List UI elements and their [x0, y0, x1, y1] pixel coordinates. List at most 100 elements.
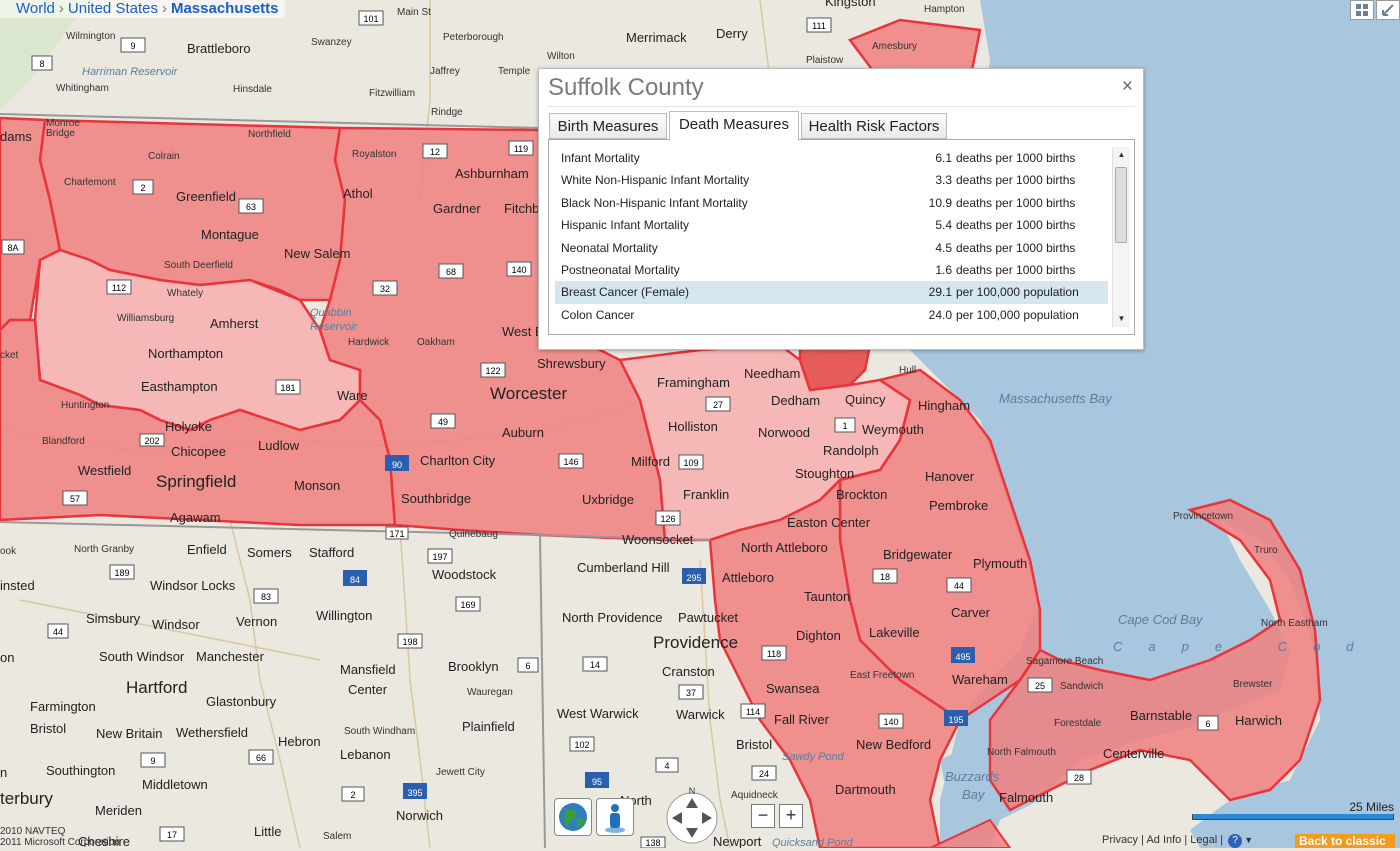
svg-text:Peterborough: Peterborough	[443, 32, 504, 43]
list-item[interactable]: Colon Cancer 24.0 per 100,000 population	[555, 304, 1108, 326]
svg-text:2: 2	[350, 790, 355, 800]
svg-text:Northfield: Northfield	[248, 129, 291, 140]
svg-text:9: 9	[130, 41, 135, 51]
county-barnstable[interactable]	[988, 498, 1322, 812]
svg-text:Harriman Reservoir: Harriman Reservoir	[82, 66, 179, 78]
svg-text:North Falmouth: North Falmouth	[987, 747, 1056, 758]
measure-unit: deaths per 1000 births	[956, 151, 1076, 165]
county-polygons[interactable]	[0, 18, 1322, 848]
scroll-up-icon[interactable]: ▲	[1117, 150, 1126, 159]
help-icon[interactable]: ?	[1228, 834, 1243, 848]
tab-death-measures[interactable]: Death Measures	[669, 111, 799, 141]
svg-text:Woonsocket: Woonsocket	[622, 532, 694, 547]
svg-text:Windsor: Windsor	[152, 617, 200, 632]
measure-unit: deaths per 1000 births	[956, 240, 1076, 255]
grid-icon	[1356, 4, 1368, 16]
list-item[interactable]: Postneonatal Mortality 1.6 deaths per 1000…	[555, 259, 1108, 281]
list-item[interactable]: Neonatal Mortality 4.5 deaths per 1000 bir…	[555, 237, 1108, 259]
svg-text:Chicopee: Chicopee	[171, 444, 226, 459]
list-item[interactable]: White Non-Hispanic Infant Mortality 3.3 de…	[555, 169, 1108, 191]
breadcrumb: World › United States › Massachusetts	[0, 0, 285, 18]
svg-text:2: 2	[140, 183, 145, 193]
svg-text:Centerville: Centerville	[1103, 746, 1164, 761]
svg-text:28: 28	[1074, 773, 1084, 783]
svg-text:Wilton: Wilton	[547, 51, 575, 62]
svg-text:Pembroke: Pembroke	[929, 498, 988, 513]
list-item[interactable]: Hispanic Infant Mortality 5.4 deaths per 1…	[555, 214, 1108, 236]
map-style-button[interactable]	[1350, 0, 1374, 20]
svg-text:Pawtucket: Pawtucket	[678, 610, 738, 625]
svg-text:Bay: Bay	[962, 787, 986, 802]
scrollbar-thumb[interactable]	[1115, 167, 1127, 243]
svg-text:Wethersfield: Wethersfield	[176, 725, 248, 740]
scroll-down-icon[interactable]: ▼	[1117, 314, 1126, 323]
svg-text:126: 126	[660, 514, 675, 524]
measure-value: 24.0	[928, 307, 952, 322]
svg-text:Reservoir: Reservoir	[310, 321, 358, 333]
svg-text:terbury: terbury	[0, 789, 53, 808]
measure-value: 10.9	[928, 195, 952, 210]
back-to-classic-button[interactable]: Back to classic	[1295, 834, 1395, 848]
svg-text:Providence: Providence	[653, 633, 738, 652]
svg-text:63: 63	[246, 202, 256, 212]
svg-text:Cape Cod: Cape Cod	[1113, 639, 1380, 654]
svg-text:Provincetown: Provincetown	[1173, 511, 1233, 522]
zoom-out-button[interactable]: −	[751, 804, 775, 828]
svg-text:Norwich: Norwich	[396, 808, 443, 823]
svg-text:Barnstable: Barnstable	[1130, 708, 1192, 723]
svg-text:Manchester: Manchester	[196, 649, 265, 664]
close-icon[interactable]: ×	[1121, 76, 1133, 97]
svg-text:Uxbridge: Uxbridge	[582, 492, 634, 507]
list-item[interactable]: Infant Mortality 6.1 deaths per 1000 birth…	[555, 147, 1108, 169]
ad-info-link[interactable]: Ad Info	[1146, 834, 1182, 846]
svg-text:4: 4	[664, 761, 669, 771]
svg-text:Dedham: Dedham	[771, 393, 820, 408]
legal-link[interactable]: Legal	[1190, 834, 1218, 846]
svg-text:Auburn: Auburn	[502, 425, 544, 440]
svg-text:Plymouth: Plymouth	[973, 556, 1027, 571]
svg-text:Bristol: Bristol	[736, 737, 772, 752]
fullscreen-button[interactable]	[1376, 0, 1400, 20]
county-dukes[interactable]	[929, 818, 1012, 848]
popup-title: Suffolk County	[548, 74, 704, 101]
svg-text:Glastonbury: Glastonbury	[206, 694, 277, 709]
help-dropdown-icon[interactable]: ▼	[1244, 835, 1254, 845]
svg-text:Warwick: Warwick	[676, 707, 725, 722]
measures-list[interactable]: Infant Mortality 6.1 deaths per 1000 birth…	[548, 139, 1135, 335]
svg-text:395: 395	[407, 788, 422, 798]
svg-text:Temple: Temple	[498, 66, 531, 77]
tab-health-risk-factors[interactable]: Health Risk Factors	[801, 113, 947, 139]
svg-text:Farmington: Farmington	[30, 699, 96, 714]
svg-text:on: on	[0, 650, 14, 665]
svg-text:Sagamore Beach: Sagamore Beach	[1026, 656, 1103, 667]
list-item-selected[interactable]: Breast Cancer (Female) 29.1 per 100,000 po…	[555, 281, 1108, 304]
svg-text:Massachusetts Bay: Massachusetts Bay	[999, 391, 1113, 406]
svg-text:Buzzards: Buzzards	[945, 769, 1000, 784]
svg-text:Hampton: Hampton	[924, 4, 965, 15]
svg-text:111: 111	[812, 21, 826, 31]
breadcrumb-united-states[interactable]: United States	[67, 0, 158, 17]
tab-birth-measures[interactable]: Birth Measures	[549, 113, 667, 139]
streetside-button[interactable]	[596, 798, 634, 836]
list-scrollbar[interactable]: ▲ ▼	[1112, 147, 1130, 327]
svg-text:New Britain: New Britain	[96, 726, 162, 741]
svg-text:Williamsburg: Williamsburg	[117, 313, 174, 324]
svg-text:Forestdale: Forestdale	[1054, 718, 1102, 729]
aerial-view-button[interactable]	[554, 798, 592, 836]
zoom-in-button[interactable]: +	[779, 804, 803, 828]
county-hampden[interactable]	[0, 318, 397, 527]
streetside-person-icon	[605, 804, 625, 833]
svg-text:Montague: Montague	[201, 227, 259, 242]
breadcrumb-world[interactable]: World	[16, 0, 55, 17]
svg-text:27: 27	[713, 400, 723, 410]
measure-label: Hispanic Infant Mortality	[561, 218, 690, 233]
breadcrumb-current: Massachusetts	[170, 0, 279, 17]
svg-text:Randolph: Randolph	[823, 443, 879, 458]
svg-text:Hingham: Hingham	[918, 398, 970, 413]
svg-text:Vernon: Vernon	[236, 614, 277, 629]
list-item[interactable]: Black Non-Hispanic Infant Mortality 10.9 d…	[555, 192, 1108, 214]
svg-text:122: 122	[485, 366, 500, 376]
privacy-link[interactable]: Privacy	[1102, 834, 1139, 846]
svg-text:Norwood: Norwood	[758, 425, 810, 440]
pan-compass-control[interactable]: N	[662, 786, 722, 846]
